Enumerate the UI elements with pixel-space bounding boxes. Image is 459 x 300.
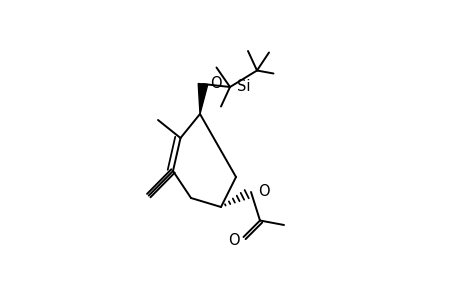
Text: O: O <box>258 184 269 199</box>
Text: O: O <box>210 76 222 91</box>
Text: Si: Si <box>237 79 251 94</box>
Text: O: O <box>228 233 240 248</box>
Polygon shape <box>198 83 207 114</box>
